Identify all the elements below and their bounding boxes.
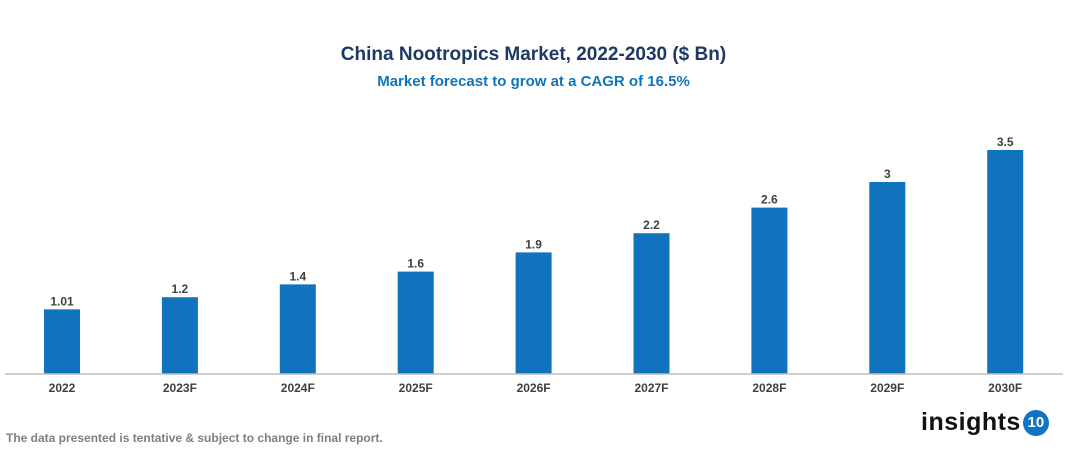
data-label: 1.01 [50, 294, 74, 308]
x-tick-label: 2025F [399, 381, 433, 395]
x-tick-label: 2030F [988, 381, 1022, 395]
bar-2025F [397, 271, 434, 374]
data-label: 1.4 [289, 269, 306, 283]
chart-title: China Nootropics Market, 2022-2030 ($ Bn… [340, 44, 727, 65]
bar-2027F [633, 233, 670, 374]
bar-2024F [279, 284, 316, 374]
x-tick-label: 2026F [517, 381, 551, 395]
insights10-logo: insights 10 [921, 408, 1049, 437]
x-tick-label: 2023F [163, 381, 197, 395]
logo-text: insights [921, 408, 1021, 436]
logo-badge: 10 [1022, 409, 1049, 436]
bar-2026F [515, 252, 552, 374]
data-label: 1.9 [525, 237, 542, 251]
data-label: 3.5 [997, 135, 1014, 149]
data-label: 3 [884, 167, 891, 181]
x-tick-label: 2024F [281, 381, 315, 395]
x-tick-label: 2029F [870, 381, 904, 395]
bar-2029F [869, 182, 906, 374]
bar-2022 [44, 309, 80, 374]
bar-2028F [751, 207, 788, 374]
bar-2023F [161, 297, 198, 374]
x-tick-label: 2022 [49, 381, 76, 395]
data-label: 2.6 [761, 193, 778, 207]
bar-2030F [987, 150, 1024, 374]
data-label: 1.2 [172, 282, 189, 296]
data-label: 2.2 [643, 218, 660, 232]
x-tick-label: 2027F [634, 381, 668, 395]
chart-subtitle: Market forecast to grow at a CAGR of 16.… [377, 73, 690, 90]
x-tick-label: 2028F [752, 381, 786, 395]
disclaimer-note: The data presented is tentative & subjec… [6, 431, 383, 445]
data-label: 1.6 [407, 257, 424, 271]
